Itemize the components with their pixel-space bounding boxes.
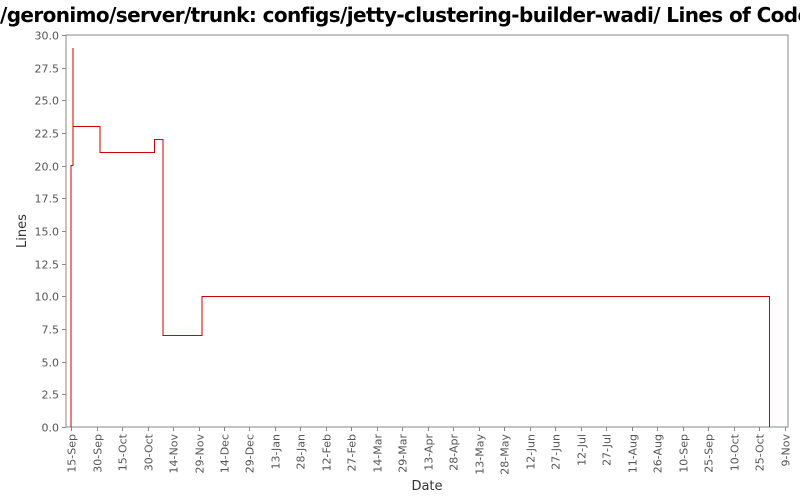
x-tick-label: 10-Sep	[678, 434, 691, 473]
y-tick-label: 2.5	[42, 389, 60, 402]
x-tick-label: 13-Jan	[270, 434, 283, 470]
x-tick-label: 27-Feb	[346, 434, 359, 471]
y-axis-label: Lines	[15, 214, 30, 248]
y-tick-label: 25.0	[35, 95, 60, 108]
x-tick-label: 28-Jan	[295, 434, 308, 470]
series-line-0	[70, 48, 770, 427]
x-tick-label: 29-Dec	[244, 434, 257, 473]
y-tick-label: 17.5	[35, 193, 60, 206]
x-tick-label: 28-May	[499, 434, 512, 475]
x-tick-label: 12-Feb	[321, 434, 334, 471]
x-tick-label: 10-Oct	[729, 433, 742, 471]
x-tick-label: 14-Mar	[372, 434, 385, 473]
x-tick-label: 27-Jul	[601, 434, 614, 466]
x-tick-label: 12-Jul	[576, 434, 589, 466]
x-tick-label: 25-Oct	[754, 433, 767, 471]
y-tick-label: 12.5	[35, 259, 60, 272]
x-tick-label: 9-Nov	[780, 434, 793, 467]
x-tick-label: 28-Apr	[448, 434, 461, 471]
x-tick-label: 30-Oct	[143, 433, 156, 471]
y-tick-label: 20.0	[35, 161, 60, 174]
x-tick-label: 27-Jun	[550, 434, 563, 470]
x-tick-label: 14-Dec	[219, 434, 232, 473]
x-tick-label: 13-May	[474, 434, 487, 475]
x-tick-label: 29-Nov	[194, 434, 207, 474]
y-axis: 0.0 2.5 5.0 7.5 10.0 12.5 15.0 17.5 20.0 22.5 25.0…	[35, 30, 66, 435]
x-tick-label: 15-Oct	[117, 433, 130, 471]
series-layer	[70, 48, 770, 427]
x-tick-label: 12-Jun	[525, 434, 538, 470]
x-tick-label: 29-Mar	[397, 434, 410, 473]
y-tick-label: 5.0	[42, 357, 60, 370]
x-tick-label: 13-Apr	[423, 434, 436, 471]
x-axis-label: Date	[411, 479, 442, 494]
x-tick-label: 25-Sep	[703, 434, 716, 473]
x-tick-label: 26-Aug	[652, 434, 665, 473]
y-tick-label: 27.5	[35, 63, 60, 76]
y-tick-label: 0.0	[42, 422, 60, 435]
chart-title: /geronimo/server/trunk: configs/jetty-cl…	[0, 3, 800, 27]
x-tick-label: 14-Nov	[168, 434, 181, 474]
y-tick-label: 22.5	[35, 128, 60, 141]
plot-area	[65, 34, 789, 428]
x-tick-label: 11-Aug	[627, 434, 640, 473]
y-tick-label: 30.0	[35, 30, 60, 43]
y-tick-label: 15.0	[35, 226, 60, 239]
x-tick-label: 30-Sep	[92, 434, 105, 473]
y-tick-label: 7.5	[42, 324, 60, 337]
x-axis: 15-Sep 30-Sep 15-Oct 30-Oct 14-Nov 29-Nov 14-D…	[66, 427, 793, 475]
x-tick-label: 15-Sep	[66, 434, 79, 473]
y-tick-label: 10.0	[35, 291, 60, 304]
plot-frame	[65, 34, 789, 428]
